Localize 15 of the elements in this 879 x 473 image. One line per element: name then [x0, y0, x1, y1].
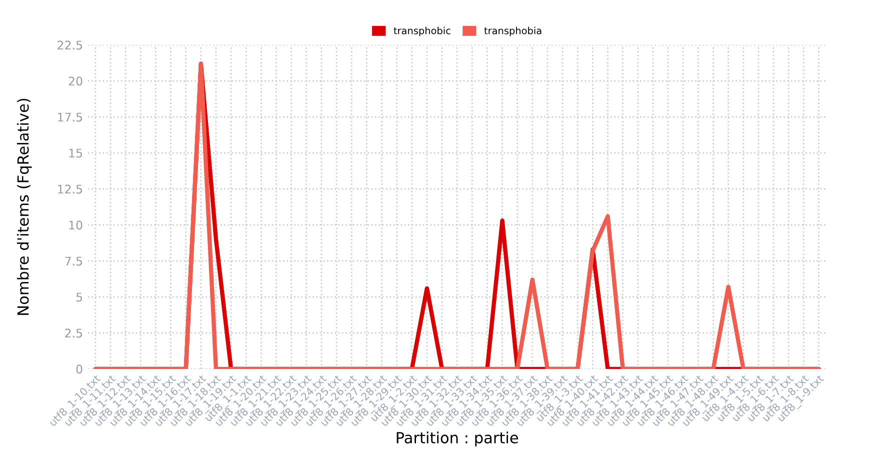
y-tick-label: 15 — [69, 148, 82, 158]
y-tick-label: 0 — [76, 364, 82, 374]
legend-label: transphobic — [394, 26, 450, 36]
y-tick-label: 17.5 — [58, 112, 82, 122]
y-tick-label: 20 — [68, 76, 82, 86]
legend-label: transphobia — [484, 26, 542, 36]
line-series — [93, 62, 821, 369]
x-axis-title: Partition : partie — [396, 432, 518, 446]
y-tick-label: 5 — [76, 292, 82, 302]
y-tick-label: 22.5 — [58, 40, 82, 50]
y-tick-label: 12.5 — [58, 184, 82, 194]
y-tick-label: 10 — [69, 220, 82, 230]
y-tick-label: 7.5 — [65, 256, 82, 266]
y-axis-title: Nombre d'items (FqRelative) — [16, 98, 32, 315]
y-tick-label: 2.5 — [65, 328, 82, 338]
